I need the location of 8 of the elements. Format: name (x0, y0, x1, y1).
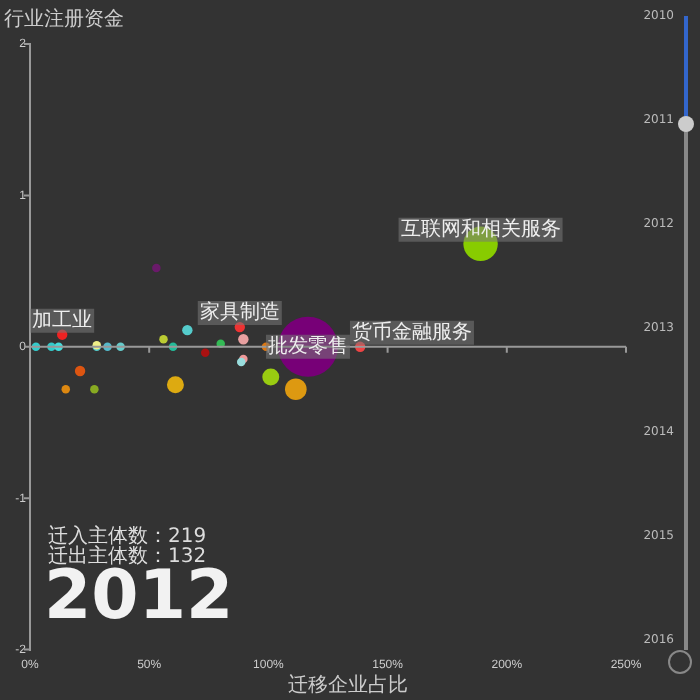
annotation: 迁入主体数：219 (48, 526, 207, 548)
annotation: 货币金融服务 (351, 319, 472, 344)
annotation: 互联网和相关服务 (400, 217, 561, 242)
y-axis-title: 行业注册资金 (4, 7, 124, 32)
x-axis-title: 迁移企业占比 (288, 673, 409, 698)
annotation: 批发零售 (267, 333, 348, 358)
annotation: 家具制造 (199, 300, 280, 325)
annotation: 加工业 (32, 307, 93, 332)
